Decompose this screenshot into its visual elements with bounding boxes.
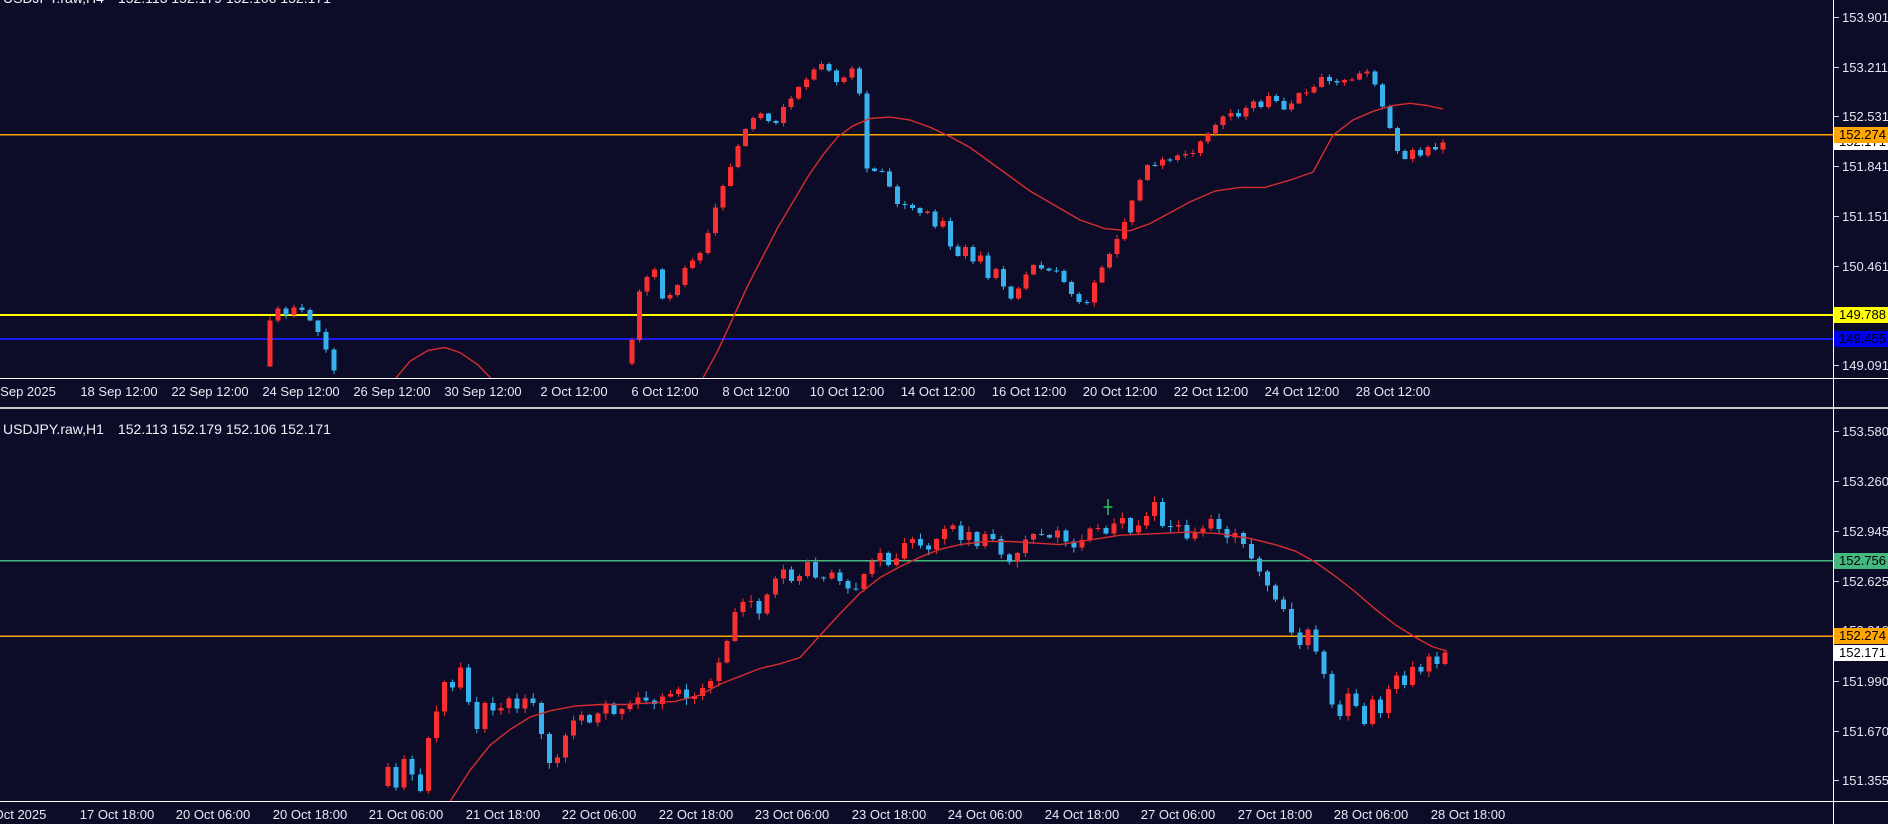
- time-label: 21 Oct 06:00: [369, 807, 443, 822]
- time-label: 20 Oct 06:00: [176, 807, 250, 822]
- time-label: 17 Oct 18:00: [80, 807, 154, 822]
- time-label: 24 Sep 12:00: [262, 384, 339, 399]
- trading-terminal: USDJPY.raw,H4 152.113 152.179 152.106 152…: [0, 0, 1888, 824]
- chart-plot-h1[interactable]: USDJPY.raw,H1 152.113 152.179 152.106 152…: [0, 409, 1833, 801]
- price-scale-h4[interactable]: 153.901 153.211 152.531 151.841 151.151 150.4…: [1833, 0, 1888, 407]
- price-tick: 153.211: [1834, 60, 1888, 74]
- level-price-badge: 152.274: [1834, 127, 1888, 143]
- time-label: 24 Oct 06:00: [948, 807, 1022, 822]
- time-label: 28 Oct 06:00: [1334, 807, 1408, 822]
- price-tick: 151.990: [1834, 674, 1888, 688]
- price-tick: 153.901: [1834, 10, 1888, 24]
- symbol-timeframe-label: USDJPY.raw,H1: [3, 421, 104, 437]
- ohlc-values: 152.113 152.179 152.106 152.171: [118, 0, 331, 6]
- time-axis-h1[interactable]: Oct 2025 17 Oct 18:00 20 Oct 06:00 20 Oct 1…: [0, 801, 1888, 824]
- time-label: 28 Oct 18:00: [1431, 807, 1505, 822]
- time-label: Oct 2025: [0, 807, 46, 822]
- time-label: 22 Oct 06:00: [562, 807, 636, 822]
- chart-panel-h4: USDJPY.raw,H4 152.113 152.179 152.106 152…: [0, 0, 1888, 407]
- price-tick: 151.841: [1834, 159, 1888, 173]
- time-label: 10 Oct 12:00: [810, 384, 884, 399]
- price-tick: 152.945: [1834, 524, 1888, 538]
- time-label: 28 Oct 12:00: [1356, 384, 1430, 399]
- candles-series: [268, 61, 1446, 374]
- cross-marker-icon: [1104, 499, 1113, 515]
- price-tick: 152.625: [1834, 574, 1888, 588]
- level-price-badge: 149.455: [1834, 331, 1888, 347]
- time-label: 22 Oct 18:00: [659, 807, 733, 822]
- price-tick: 151.355: [1834, 774, 1888, 788]
- price-tick: 150.461: [1834, 259, 1888, 273]
- time-label: 16 Oct 12:00: [992, 384, 1066, 399]
- time-label: 24 Oct 18:00: [1045, 807, 1119, 822]
- level-price-badge: 152.274: [1834, 628, 1888, 644]
- chart-panel-h1: USDJPY.raw,H1 152.113 152.179 152.106 152…: [0, 409, 1888, 824]
- candlestick-chart-h1: [0, 409, 1833, 801]
- time-label: 2 Oct 12:00: [540, 384, 607, 399]
- ma-line: [396, 348, 492, 379]
- time-label: 22 Sep 12:00: [171, 384, 248, 399]
- time-label: 26 Sep 12:00: [353, 384, 430, 399]
- time-label: Sep 2025: [0, 384, 56, 399]
- time-label: 14 Oct 12:00: [901, 384, 975, 399]
- price-tick: 151.670: [1834, 724, 1888, 738]
- time-label: 30 Sep 12:00: [444, 384, 521, 399]
- level-price-badge: 149.788: [1834, 307, 1888, 323]
- ma-line: [703, 103, 1443, 378]
- candles-series: [386, 496, 1448, 794]
- chart-title-h1: USDJPY.raw,H1 152.113 152.179 152.106 152…: [3, 422, 331, 437]
- price-tick: 153.260: [1834, 475, 1888, 489]
- time-label: 24 Oct 12:00: [1265, 384, 1339, 399]
- candlestick-chart-h4: [0, 0, 1833, 378]
- ma-line: [450, 532, 1447, 801]
- price-scale-h1[interactable]: 153.580153.260152.945152.625152.310151.9…: [1833, 409, 1888, 824]
- bid-price-badge: 152.171: [1834, 645, 1888, 661]
- level-price-badge: 152.756: [1834, 553, 1888, 569]
- time-label: 27 Oct 18:00: [1238, 807, 1312, 822]
- price-tick: 152.531: [1834, 109, 1888, 123]
- time-label: 8 Oct 12:00: [722, 384, 789, 399]
- time-axis-h4[interactable]: Sep 2025 18 Sep 12:00 22 Sep 12:00 24 Sep 1…: [0, 378, 1888, 408]
- price-tick: 149.091: [1834, 359, 1888, 373]
- time-label: 18 Sep 12:00: [80, 384, 157, 399]
- time-label: 27 Oct 06:00: [1141, 807, 1215, 822]
- time-label: 22 Oct 12:00: [1174, 384, 1248, 399]
- chart-title-h4: USDJPY.raw,H4 152.113 152.179 152.106 152…: [3, 0, 331, 6]
- price-tick: 151.151: [1834, 209, 1888, 223]
- chart-plot-h4[interactable]: USDJPY.raw,H4 152.113 152.179 152.106 152…: [0, 0, 1833, 378]
- ohlc-values: 152.113 152.179 152.106 152.171: [118, 421, 331, 437]
- price-tick: 153.580: [1834, 425, 1888, 439]
- time-label: 23 Oct 06:00: [755, 807, 829, 822]
- time-label: 23 Oct 18:00: [852, 807, 926, 822]
- time-label: 6 Oct 12:00: [631, 384, 698, 399]
- time-label: 20 Oct 12:00: [1083, 384, 1157, 399]
- time-label: 20 Oct 18:00: [273, 807, 347, 822]
- symbol-timeframe-label: USDJPY.raw,H4: [3, 0, 104, 6]
- time-label: 21 Oct 18:00: [466, 807, 540, 822]
